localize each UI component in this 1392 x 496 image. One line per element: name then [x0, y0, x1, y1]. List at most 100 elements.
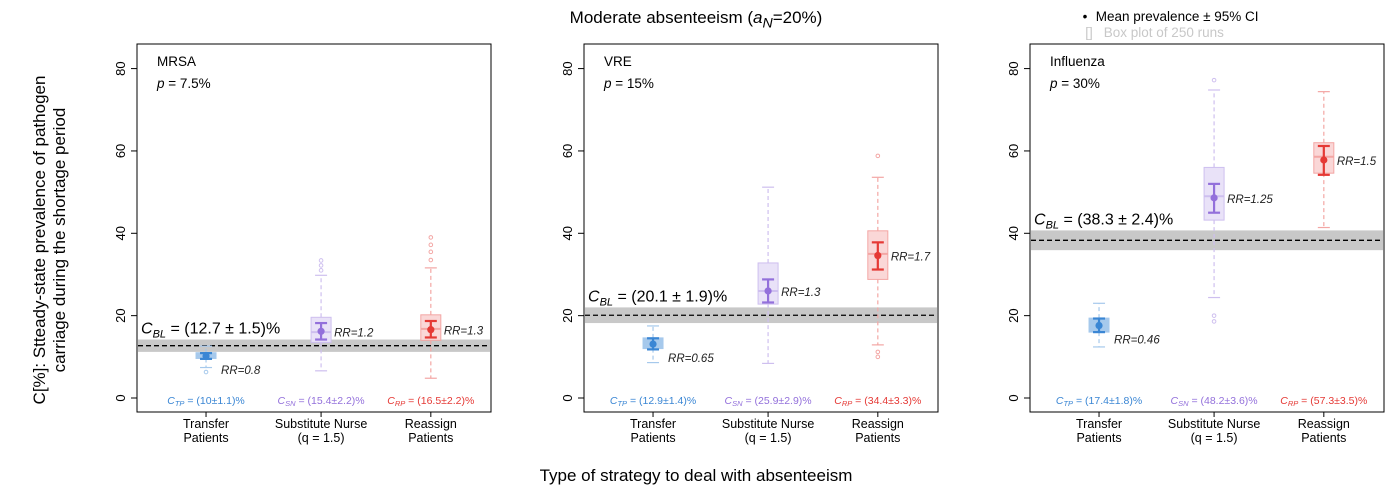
y-tick-label: 80	[560, 61, 575, 75]
y-tick-label: 20	[1006, 308, 1021, 322]
y-tick-label: 60	[560, 144, 575, 158]
outlier-point	[318, 268, 324, 273]
plot-frame	[1029, 43, 1385, 413]
mean-point	[202, 352, 210, 360]
y-tick-label: 40	[113, 226, 128, 240]
summary-subscript: RP	[1288, 399, 1298, 408]
series-tp: RR=0.46 CTP = (17.4±1.8)%	[1056, 302, 1160, 408]
baseline-label-value: = (20.1 ± 1.9)%	[613, 288, 727, 305]
summary-symbol: C	[278, 395, 286, 407]
series-tp: RR=0.8 CTP = (10±1.1)%	[167, 345, 261, 408]
summary-value: = (10±1.1)%	[184, 395, 244, 407]
summary-value: = (48.2±3.6)%	[1189, 395, 1258, 407]
baseline-label: CBL = (38.3 ± 2.4)%	[1034, 211, 1173, 231]
panel-pathogen-label: VRE	[604, 54, 632, 69]
relative-risk-label: RR=0.65	[668, 353, 714, 365]
p-symbol: p	[156, 76, 165, 91]
panel-p-label: p = 30%	[1049, 76, 1100, 91]
series-summary-label: CSN = (25.9±2.9)%	[725, 395, 812, 408]
baseline-label-value: = (38.3 ± 2.4)%	[1059, 211, 1173, 228]
x-tick-label: Transfer	[183, 417, 229, 431]
outlier-point	[1211, 77, 1217, 83]
x-tick-label: Patients	[630, 431, 675, 445]
y-tick-label: 0	[560, 394, 575, 401]
mean-point	[1095, 321, 1103, 330]
mean-point	[427, 326, 435, 334]
y-axis-label: C[%]: Stteady-state prevalence of pathog…	[30, 30, 70, 450]
x-tick-label: Reassign	[852, 417, 904, 431]
x-tick-label: Patients	[855, 431, 900, 445]
relative-risk-label: RR=0.8	[221, 365, 261, 377]
summary-symbol: C	[725, 395, 733, 407]
mean-point	[764, 287, 772, 295]
mean-point	[874, 251, 882, 260]
summary-symbol: C	[1171, 395, 1179, 407]
x-axis-label: Type of strategy to deal with absenteeis…	[539, 466, 853, 485]
x-tick-label: Patients	[1076, 431, 1121, 445]
series-rp: RR=1.7 CRP = (34.4±3.3)%	[834, 153, 931, 408]
outlier-point	[428, 235, 434, 240]
y-tick-label: 80	[1006, 61, 1021, 75]
plot-frame	[136, 43, 492, 413]
legend-mean-entry: • Mean prevalence ± 95% CI	[1078, 9, 1259, 25]
relative-risk-label: RR=1.7	[891, 252, 931, 264]
legend-box-entry: [] Box plot of 250 runs	[1078, 25, 1259, 41]
series-rp: RR=1.3 CRP = (16.5±2.2)%	[387, 235, 484, 408]
series-summary-label: CRP = (57.3±3.5)%	[1280, 395, 1367, 408]
y-tick-label: 20	[560, 308, 575, 322]
x-tick-label: Reassign	[1298, 417, 1350, 431]
y-tick-label: 80	[113, 61, 128, 75]
summary-value: = (25.9±2.9)%	[743, 395, 812, 407]
mean-point	[317, 327, 325, 335]
mean-point	[1320, 156, 1328, 164]
outlier-point	[428, 249, 434, 255]
x-tick-label: Substitute Nurse	[1168, 417, 1260, 431]
series-sn: RR=1.2 CSN = (15.4±2.2)%	[278, 258, 374, 408]
summary-symbol: C	[834, 395, 842, 407]
y-tick-label: 60	[1006, 144, 1021, 158]
y-tick-label: 0	[113, 394, 128, 401]
series-summary-label: CRP = (16.5±2.2)%	[387, 395, 474, 408]
mean-point	[649, 340, 657, 348]
relative-risk-label: RR=1.3	[781, 287, 821, 299]
baseline-label-subscript: BL	[600, 296, 613, 308]
summary-subscript: TP	[175, 399, 185, 408]
baseline-label-symbol: C	[1034, 211, 1046, 228]
baseline-label-symbol: C	[141, 321, 153, 338]
summary-value: = (57.3±3.5)%	[1298, 395, 1367, 407]
relative-risk-label: RR=1.2	[334, 327, 374, 339]
summary-subscript: TP	[617, 399, 627, 408]
x-tick-label: Transfer	[1076, 417, 1122, 431]
outlier-point	[875, 354, 881, 360]
outlier-point	[875, 153, 881, 159]
p-value: = 15%	[612, 76, 654, 91]
legend: • Mean prevalence ± 95% CI [] Box plot o…	[1078, 9, 1259, 41]
outlier-point	[428, 257, 434, 263]
series-summary-label: CRP = (34.4±3.3)%	[834, 395, 921, 408]
relative-risk-label: RR=0.46	[1114, 335, 1160, 347]
plot-frame	[583, 43, 939, 413]
y-tick-label: 60	[113, 144, 128, 158]
summary-value: = (15.4±2.2)%	[296, 395, 365, 407]
panel-pathogen-label: MRSA	[157, 54, 196, 69]
summary-symbol: C	[1056, 395, 1064, 407]
summary-value: = (34.4±3.3)%	[852, 395, 921, 407]
outlier-point	[318, 258, 324, 263]
summary-subscript: RP	[395, 399, 405, 408]
y-tick-label: 40	[1006, 226, 1021, 240]
panel-pathogen-label: Influenza	[1050, 54, 1105, 69]
baseline-label-subscript: BL	[153, 329, 166, 341]
summary-symbol: C	[387, 395, 395, 407]
baseline-label-value: = (12.7 ± 1.5)%	[166, 321, 280, 338]
outlier-point	[875, 349, 881, 355]
series-rp: RR=1.5 CRP = (57.3±3.5)%	[1280, 91, 1377, 408]
p-value: = 7.5%	[165, 76, 211, 91]
baseline-label: CBL = (12.7 ± 1.5)%	[141, 321, 280, 341]
x-tick-label: (q = 1.5)	[745, 431, 792, 445]
x-tick-label: Transfer	[630, 417, 676, 431]
relative-risk-label: RR=1.25	[1227, 194, 1273, 206]
y-axis-label-line1: C[%]: Stteady-state prevalence of pathog…	[30, 75, 49, 405]
summary-symbol: C	[610, 395, 618, 407]
y-tick-label: 20	[113, 308, 128, 322]
